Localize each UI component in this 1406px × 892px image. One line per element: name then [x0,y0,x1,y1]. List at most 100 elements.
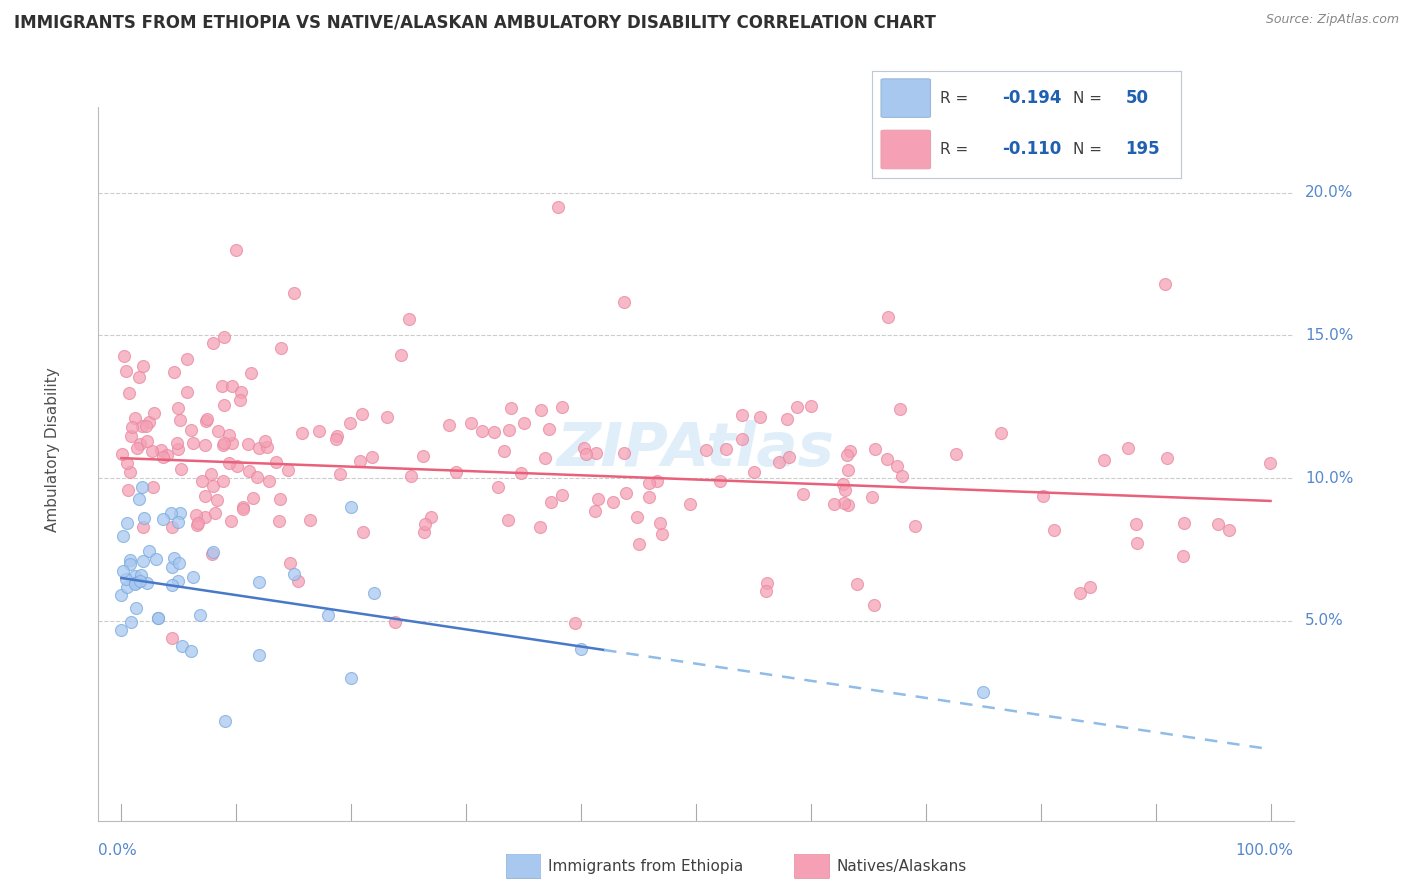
Point [110,588,132,602]
Point [118,558,141,572]
Point [679,497,702,511]
Point [112,349,135,363]
Point [176,351,198,366]
Point [533,450,555,465]
Point [398,311,420,326]
Point [218,456,240,470]
Text: Immigrants from Ethiopia: Immigrants from Ethiopia [548,859,744,873]
Point [513,416,536,430]
Point [160,631,183,645]
Point [298,513,321,527]
Point [498,423,520,437]
Point [167,556,190,570]
Point [349,453,371,467]
Point [229,385,252,400]
Point [326,428,349,442]
Point [170,639,193,653]
Point [229,392,252,407]
Point [138,544,160,558]
Point [246,469,269,483]
Point [167,442,190,456]
Point [1156,451,1178,466]
Point [648,516,671,531]
Point [128,370,150,384]
Point [176,385,198,400]
Point [201,547,224,561]
Point [132,359,155,373]
Text: -0.194: -0.194 [1001,89,1062,107]
Point [283,566,305,581]
Point [135,419,157,434]
Point [124,576,146,591]
Point [647,474,669,488]
Point [238,464,260,478]
Point [471,425,494,439]
Point [219,514,242,528]
Point [550,488,572,502]
Point [1126,536,1149,550]
Point [291,426,314,441]
Point [627,537,650,551]
Point [225,243,247,257]
Point [124,569,146,583]
Point [181,570,204,584]
Point [202,479,225,493]
Point [194,489,217,503]
Point [129,568,152,582]
Point [212,438,235,452]
Point [270,341,292,355]
Point [863,442,886,457]
FancyBboxPatch shape [882,78,931,118]
Point [754,583,776,598]
Point [529,520,551,534]
Point [363,585,385,599]
Point [1173,516,1195,530]
Point [118,386,141,401]
Point [115,363,138,377]
Point [212,435,235,450]
Point [876,451,898,466]
Point [714,442,737,457]
Point [482,425,505,439]
Point [128,437,150,451]
Point [572,441,595,455]
Point [340,671,363,685]
Point [831,476,853,491]
Point [136,575,159,590]
Point [152,512,174,526]
Point [132,554,155,568]
Point [501,401,523,416]
Text: N =: N = [1073,91,1107,105]
Point [150,442,173,457]
Point [588,491,610,506]
Point [538,421,561,435]
Point [585,445,607,459]
Point [891,468,914,483]
Point [167,574,190,589]
Point [211,475,233,489]
Point [492,444,515,458]
Point [399,469,422,483]
Point [214,714,236,728]
Point [583,504,606,518]
Point [232,502,254,516]
Point [169,413,191,427]
Point [756,576,779,591]
Point [547,200,569,214]
Point [1258,456,1281,470]
Point [287,574,309,588]
Point [1154,277,1177,291]
Point [202,336,225,351]
Point [131,480,153,494]
Point [264,454,287,468]
Point [832,496,855,510]
Point [121,420,143,434]
Point [530,403,553,417]
Point [120,429,142,443]
Point [242,491,264,506]
Point [834,483,856,498]
Point [111,528,134,542]
Point [823,497,845,511]
Point [496,513,519,527]
Point [350,407,373,421]
